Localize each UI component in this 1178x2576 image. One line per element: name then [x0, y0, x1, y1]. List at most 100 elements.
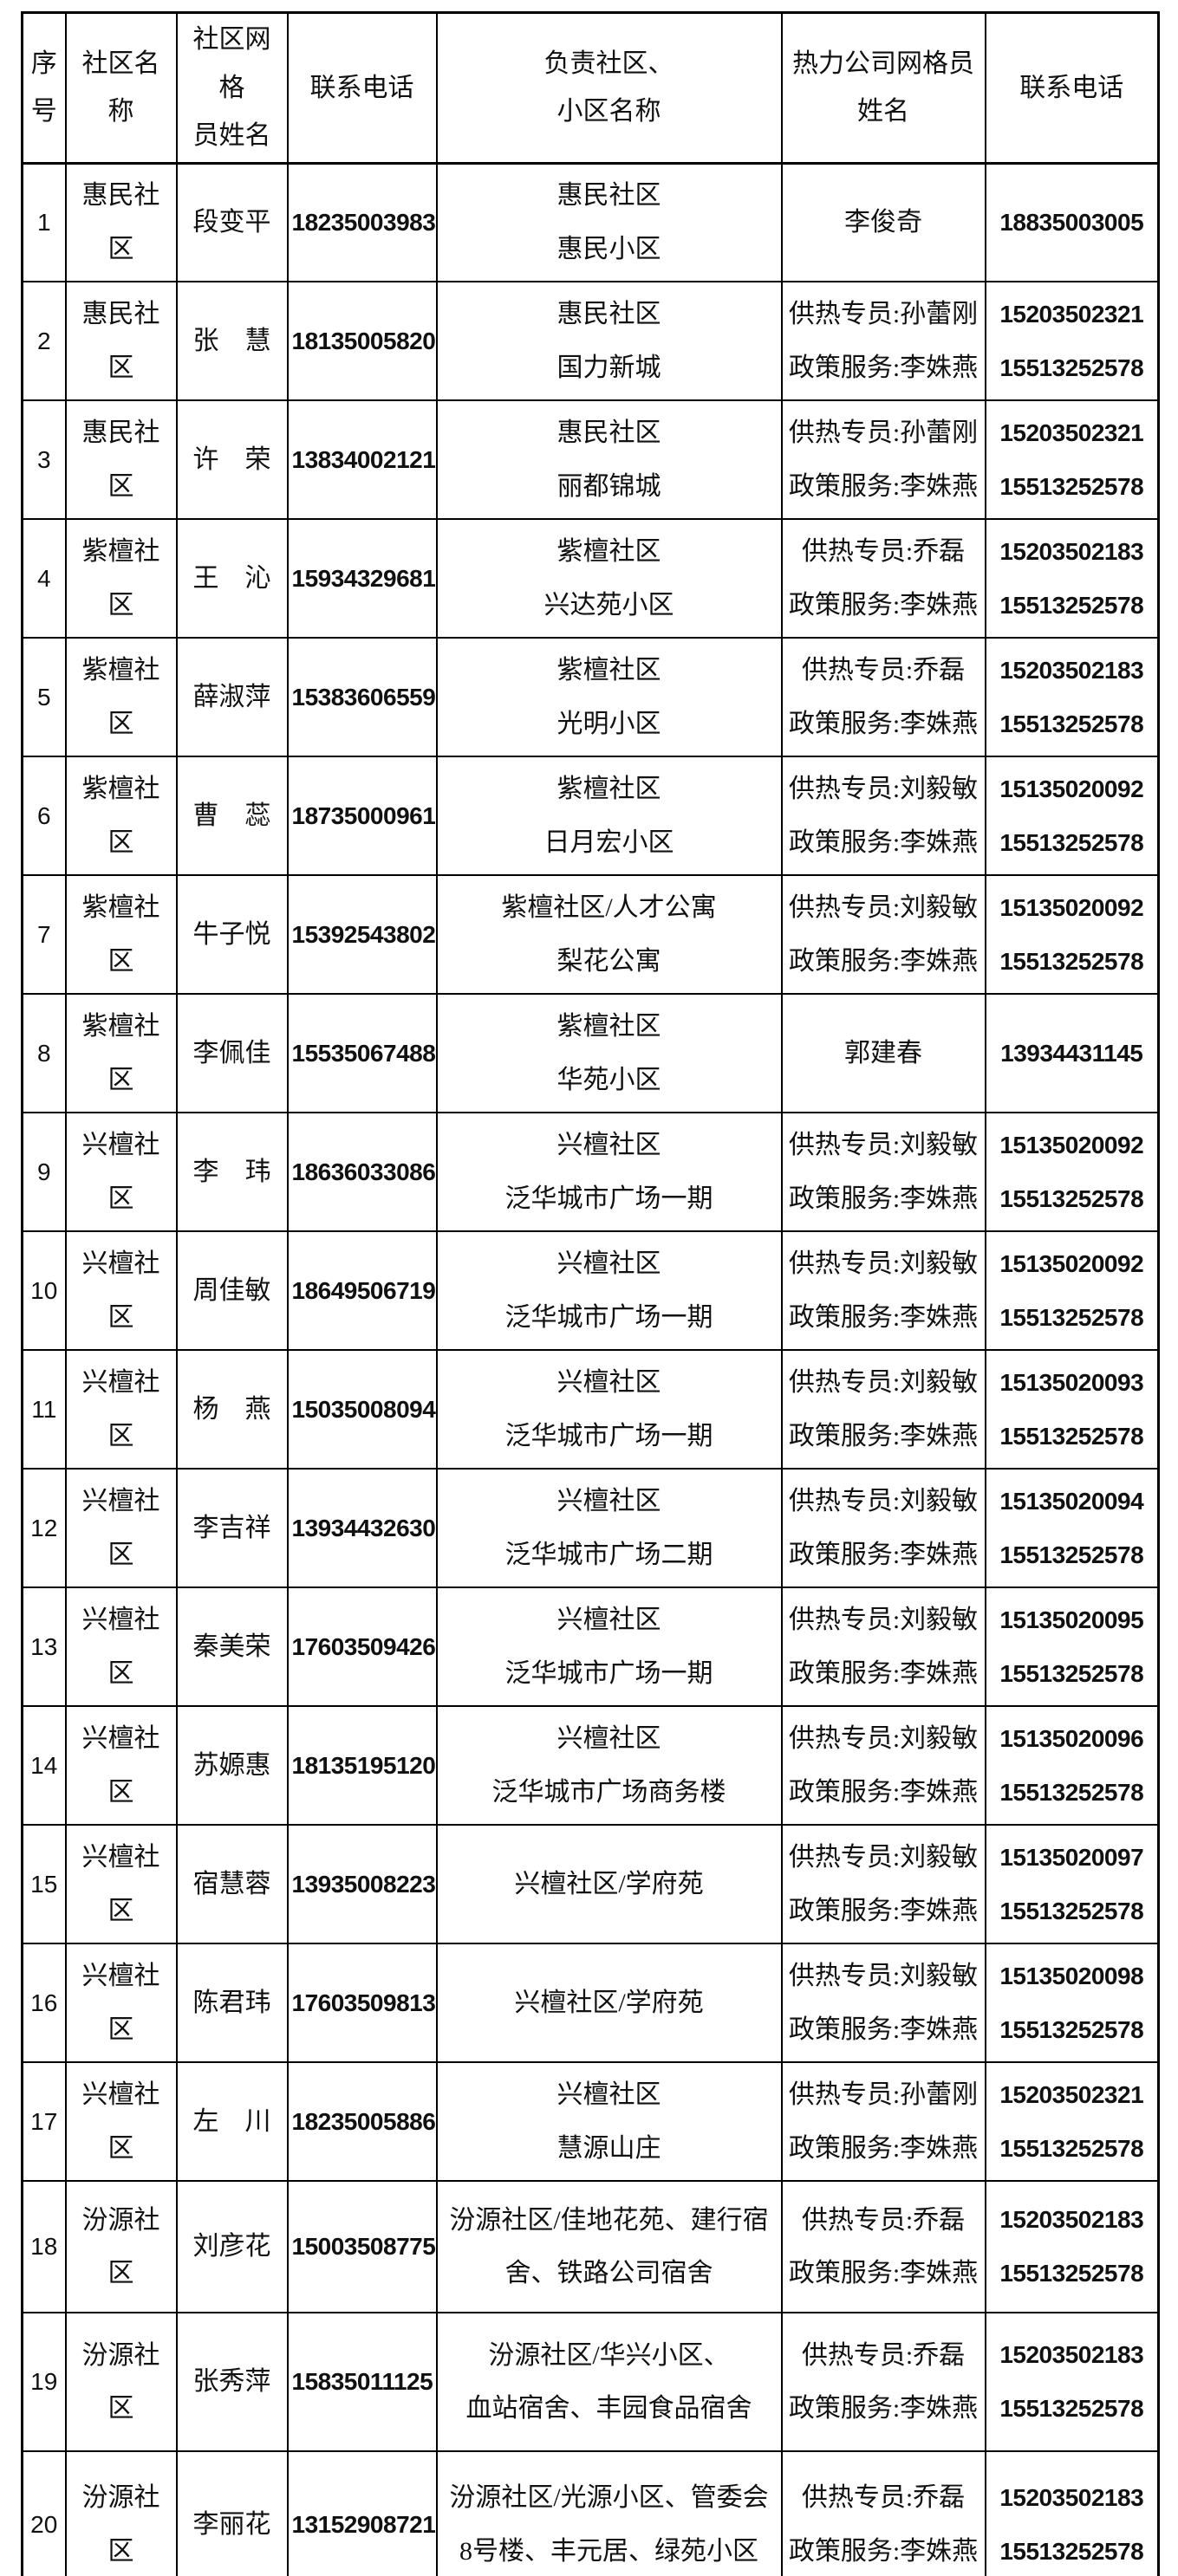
heating-worker-cell: 供热专员:刘毅敏 政策服务:李姝燕: [780, 1349, 986, 1470]
heating-worker-cell: 郭建春: [780, 993, 986, 1113]
serial-cell: 15: [21, 1824, 67, 1944]
grid-worker-cell: 张秀萍: [175, 2312, 289, 2452]
table-row: 8 紫檀社区 李佩佳 15535067488 紫檀社区 华苑小区 郭建春 139344311…: [21, 993, 1160, 1113]
heating-phone-cell: 15203502321 15513252578: [984, 281, 1160, 401]
phone-cell: 13935008223: [286, 1824, 438, 1944]
community-cell: 惠民社区: [64, 281, 178, 401]
area-cell: 紫檀社区/人才公寓 梨花公寓: [435, 874, 783, 995]
heating-phone-cell: 18835003005: [984, 162, 1160, 282]
area-cell: 汾源社区/光源小区、管委会 8号楼、丰元居、绿苑小区: [435, 2450, 783, 2576]
heating-phone-cell: 15135020093 15513252578: [984, 1349, 1160, 1470]
grid-worker-cell: 李 玮: [175, 1112, 289, 1232]
table-row: 15 兴檀社区 宿慧蓉 13935008223 兴檀社区/学府苑 供热专员:刘毅敏 政策服…: [21, 1824, 1160, 1944]
community-cell: 汾源社区: [64, 2450, 178, 2576]
grid-worker-cell: 王 沁: [175, 518, 289, 639]
heating-phone-cell: 13934431145: [984, 993, 1160, 1113]
area-cell: 兴檀社区 泛华城市广场商务楼: [435, 1705, 783, 1826]
heating-worker-cell: 供热专员:刘毅敏 政策服务:李姝燕: [780, 1468, 986, 1588]
community-cell: 汾源社区: [64, 2180, 178, 2313]
serial-cell: 3: [21, 399, 67, 520]
community-cell: 紫檀社区: [64, 637, 178, 757]
serial-cell: 8: [21, 993, 67, 1113]
heating-worker-cell: 供热专员:乔磊 政策服务:李姝燕: [780, 2180, 986, 2313]
heating-worker-cell: 供热专员:刘毅敏 政策服务:李姝燕: [780, 1705, 986, 1826]
community-cell: 紫檀社区: [64, 518, 178, 639]
community-cell: 兴檀社区: [64, 1230, 178, 1351]
grid-worker-cell: 牛子悦: [175, 874, 289, 995]
table-row: 13 兴檀社区 秦美荣 17603509426 兴檀社区 泛华城市广场一期 供热专员:刘毅…: [21, 1586, 1160, 1707]
area-cell: 紫檀社区 兴达苑小区: [435, 518, 783, 639]
grid-worker-cell: 李吉祥: [175, 1468, 289, 1588]
heating-phone-cell: 15135020096 15513252578: [984, 1705, 1160, 1826]
heating-phone-cell: 15135020092 15513252578: [984, 1112, 1160, 1232]
col-header-phone: 联系电话: [286, 11, 438, 165]
col-header-heating-worker: 热力公司网格员 姓名: [780, 11, 986, 165]
table-row: 7 紫檀社区 牛子悦 15392543802 紫檀社区/人才公寓 梨花公寓 供热专员:刘毅…: [21, 874, 1160, 995]
heating-worker-cell: 供热专员:刘毅敏 政策服务:李姝燕: [780, 1586, 986, 1707]
serial-cell: 1: [21, 162, 67, 282]
heating-phone-cell: 15135020092 15513252578: [984, 756, 1160, 876]
grid-worker-cell: 周佳敏: [175, 1230, 289, 1351]
grid-worker-cell: 苏嫄惠: [175, 1705, 289, 1826]
grid-worker-cell: 李丽花: [175, 2450, 289, 2576]
heating-worker-cell: 李俊奇: [780, 162, 986, 282]
heating-worker-cell: 供热专员:乔磊 政策服务:李姝燕: [780, 2450, 986, 2576]
serial-cell: 2: [21, 281, 67, 401]
heating-phone-cell: 15135020095 15513252578: [984, 1586, 1160, 1707]
phone-cell: 18235003983: [286, 162, 438, 282]
phone-cell: 17603509426: [286, 1586, 438, 1707]
community-cell: 惠民社区: [64, 399, 178, 520]
serial-cell: 18: [21, 2180, 67, 2313]
phone-cell: 15934329681: [286, 518, 438, 639]
table-row: 19 汾源社区 张秀萍 15835011125 汾源社区/华兴小区、 血站宿舍、丰园食品…: [21, 2312, 1160, 2452]
community-cell: 紫檀社区: [64, 993, 178, 1113]
heating-phone-cell: 15203502321 15513252578: [984, 399, 1160, 520]
heating-worker-cell: 供热专员:刘毅敏 政策服务:李姝燕: [780, 1943, 986, 2063]
phone-cell: 18135195120: [286, 1705, 438, 1826]
serial-cell: 7: [21, 874, 67, 995]
grid-worker-cell: 杨 燕: [175, 1349, 289, 1470]
grid-worker-cell: 陈君玮: [175, 1943, 289, 2063]
grid-worker-cell: 宿慧蓉: [175, 1824, 289, 1944]
heating-phone-cell: 15135020098 15513252578: [984, 1943, 1160, 2063]
serial-cell: 17: [21, 2061, 67, 2182]
area-cell: 紫檀社区 华苑小区: [435, 993, 783, 1113]
area-cell: 惠民社区 丽都锦城: [435, 399, 783, 520]
phone-cell: 17603509813: [286, 1943, 438, 2063]
community-cell: 紫檀社区: [64, 874, 178, 995]
heating-phone-cell: 15135020092 15513252578: [984, 874, 1160, 995]
phone-cell: 13934432630: [286, 1468, 438, 1588]
community-cell: 兴檀社区: [64, 1943, 178, 2063]
area-cell: 汾源社区/华兴小区、 血站宿舍、丰园食品宿舍: [435, 2312, 783, 2452]
table-row: 20 汾源社区 李丽花 13152908721 汾源社区/光源小区、管委会 8号楼、丰元…: [21, 2450, 1160, 2576]
serial-cell: 10: [21, 1230, 67, 1351]
area-cell: 紫檀社区 光明小区: [435, 637, 783, 757]
heating-phone-cell: 15135020094 15513252578: [984, 1468, 1160, 1588]
serial-cell: 6: [21, 756, 67, 876]
table-row: 4 紫檀社区王 沁 15934329681 紫檀社区 兴达苑小区 供热专员:乔磊 政策服…: [21, 518, 1160, 639]
serial-cell: 13: [21, 1586, 67, 1707]
col-header-heating-phone: 联系电话: [984, 11, 1160, 165]
area-cell: 紫檀社区 日月宏小区: [435, 756, 783, 876]
heating-worker-cell: 供热专员:乔磊 政策服务:李姝燕: [780, 518, 986, 639]
community-cell: 兴檀社区: [64, 1705, 178, 1826]
area-cell: 汾源社区/佳地花苑、建行宿 舍、铁路公司宿舍: [435, 2180, 783, 2313]
serial-cell: 5: [21, 637, 67, 757]
phone-cell: 15392543802: [286, 874, 438, 995]
community-cell: 兴檀社区: [64, 2061, 178, 2182]
community-cell: 紫檀社区: [64, 756, 178, 876]
heating-worker-cell: 供热专员:乔磊 政策服务:李姝燕: [780, 637, 986, 757]
phone-cell: 13152908721: [286, 2450, 438, 2576]
heating-worker-cell: 供热专员:刘毅敏 政策服务:李姝燕: [780, 1230, 986, 1351]
table-row: 16 兴檀社区 陈君玮 17603509813 兴檀社区/学府苑 供热专员:刘毅敏 政策服…: [21, 1943, 1160, 2063]
grid-worker-contact-table: 序号 社区名称 社区网格 员姓名 联系电话 负责社区、 小区名称 热力公司网格员…: [21, 11, 1160, 2576]
table-row: 3 惠民社区许 荣 13834002121 惠民社区 丽都锦城 供热专员:孙蕾刚 政策服…: [21, 399, 1160, 520]
area-cell: 兴檀社区 泛华城市广场二期: [435, 1468, 783, 1588]
heating-phone-cell: 15135020092 15513252578: [984, 1230, 1160, 1351]
phone-cell: 18735000961: [286, 756, 438, 876]
area-cell: 兴檀社区 泛华城市广场一期: [435, 1349, 783, 1470]
area-cell: 兴檀社区/学府苑: [435, 1824, 783, 1944]
heating-worker-cell: 供热专员:刘毅敏 政策服务:李姝燕: [780, 756, 986, 876]
heating-phone-cell: 15203502183 15513252578: [984, 637, 1160, 757]
